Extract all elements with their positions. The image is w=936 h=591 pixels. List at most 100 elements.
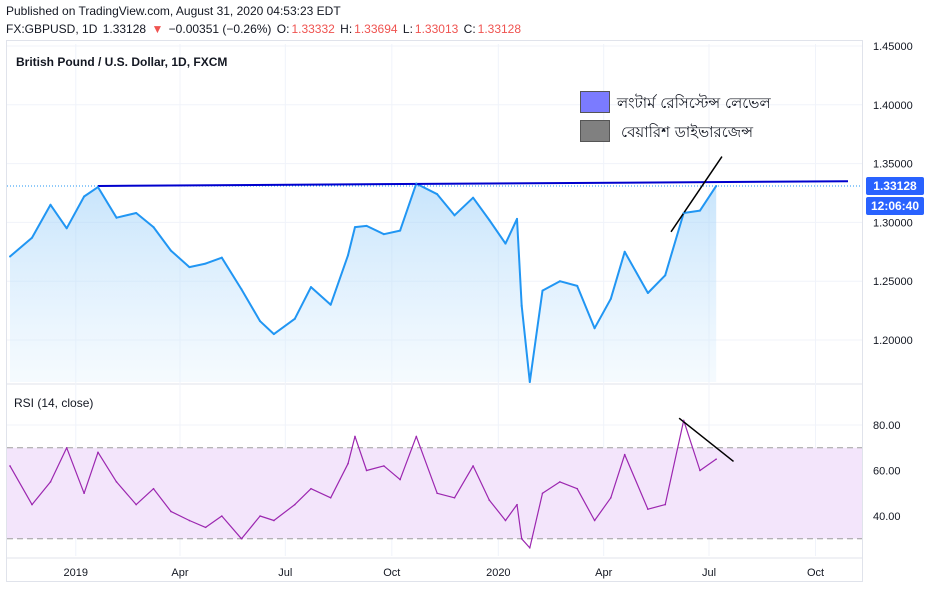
price-point <box>272 333 275 336</box>
down-arrow-icon: ▼ <box>151 22 164 36</box>
price-point <box>593 327 596 330</box>
price-point <box>115 216 118 219</box>
price-point <box>698 209 701 212</box>
rsi-point <box>528 547 531 549</box>
countdown-tag: 12:06:40 <box>866 197 924 215</box>
legend-label-divergence: বেয়ারিশ ডাইভারজেন্স <box>621 123 754 141</box>
x-tick-label: Oct <box>383 567 400 579</box>
rsi-point <box>347 462 349 465</box>
rsi-point <box>647 508 649 510</box>
rsi-tick-label: 40.00 <box>873 511 901 523</box>
price-point <box>259 320 262 323</box>
price-divergence-line[interactable] <box>670 156 723 233</box>
legend-swatch-divergence <box>580 120 610 142</box>
price-point <box>646 291 649 294</box>
price-tick-label: 1.30000 <box>873 217 913 229</box>
rsi-point <box>383 465 385 467</box>
price-point <box>558 280 561 283</box>
rsi-point <box>170 510 172 513</box>
rsi-band-fill <box>7 447 862 539</box>
x-tick-label: Jul <box>278 567 292 579</box>
rsi-point <box>240 537 243 540</box>
price-tick-label: 1.35000 <box>873 159 913 171</box>
price-tick-label: 1.25000 <box>873 276 913 288</box>
rsi-point <box>453 497 456 499</box>
rsi-point <box>65 446 68 449</box>
price-point <box>30 236 33 239</box>
trend-lines[interactable] <box>97 156 849 462</box>
price-point <box>347 254 350 257</box>
high-label: H: <box>340 22 353 36</box>
price-point <box>365 224 368 227</box>
rsi-series-line[interactable] <box>9 419 717 549</box>
main-chart-title: British Pound / U.S. Dollar, 1D, FXCM <box>16 55 228 69</box>
price-series-line[interactable] <box>9 182 718 383</box>
price-point <box>169 249 172 252</box>
price-point <box>528 381 531 383</box>
rsi-point <box>259 515 261 517</box>
rsi-point <box>221 515 223 517</box>
price-tick-label: 1.20000 <box>873 335 913 347</box>
chart-frame[interactable] <box>6 40 863 582</box>
x-axis: 2019 Apr Jul Oct 2020 Apr Jul Oct <box>64 567 825 579</box>
rsi-point <box>204 526 207 529</box>
price-point <box>436 193 439 196</box>
rsi-point <box>559 481 561 483</box>
rsi-point <box>115 481 118 483</box>
price-point <box>240 288 243 291</box>
price-point <box>609 297 612 300</box>
rsi-point <box>97 451 99 454</box>
price-point <box>135 211 138 214</box>
rsi-point <box>329 497 332 499</box>
rsi-point <box>135 503 137 506</box>
rsi-point <box>9 465 11 467</box>
price-point <box>504 242 507 245</box>
price-point <box>204 262 207 265</box>
rsi-point <box>83 492 85 495</box>
x-tick-label: Jul <box>702 567 716 579</box>
rsi-tick-label: 60.00 <box>873 466 901 478</box>
rsi-point <box>152 487 155 490</box>
rsi-point <box>310 487 312 490</box>
price-line[interactable] <box>7 182 862 383</box>
price-point <box>188 266 191 269</box>
price-area-fill <box>10 183 717 382</box>
rsi-point <box>49 481 52 483</box>
rsi-point <box>623 453 626 456</box>
price-point <box>682 211 685 214</box>
rsi-point <box>699 469 701 472</box>
rsi-point <box>293 503 296 506</box>
x-tick-label: 2019 <box>64 567 88 579</box>
low-value: 1.33013 <box>414 22 459 36</box>
rsi-point <box>365 469 368 472</box>
rsi-divergence-line[interactable] <box>678 417 734 462</box>
price-point <box>516 217 519 220</box>
price-axis[interactable]: 1.45000 1.40000 1.35000 1.30000 1.25000 1.200… <box>873 41 913 347</box>
price-point <box>541 289 544 292</box>
open-label: O: <box>276 22 290 36</box>
close-label: C: <box>463 22 476 36</box>
rsi-point <box>682 419 685 422</box>
price-point <box>293 317 296 320</box>
symbol-label[interactable]: FX:GBPUSD, 1D <box>6 22 98 36</box>
x-tick-label: Oct <box>807 567 824 579</box>
close-value: 1.33128 <box>477 22 522 36</box>
rsi-point <box>488 499 491 501</box>
price-area <box>10 183 717 382</box>
legend-swatch-resistance <box>580 91 610 113</box>
price-point <box>83 195 86 198</box>
price-point <box>382 233 385 236</box>
rsi-point <box>664 503 667 506</box>
rsi-band <box>7 447 862 540</box>
rsi-line[interactable] <box>9 419 717 549</box>
price-point <box>65 227 68 230</box>
price-point <box>309 286 312 289</box>
rsi-axis[interactable]: 80.00 60.00 40.00 <box>873 420 901 523</box>
legend-label-resistance: লংটার্ম রেসিস্টেন্স লেভেল <box>617 94 771 112</box>
low-label: L: <box>402 22 413 36</box>
resistance-line[interactable] <box>97 180 849 187</box>
rsi-title: RSI (14, close) <box>14 396 94 410</box>
rsi-point <box>541 492 544 495</box>
rsi-point <box>472 465 474 467</box>
